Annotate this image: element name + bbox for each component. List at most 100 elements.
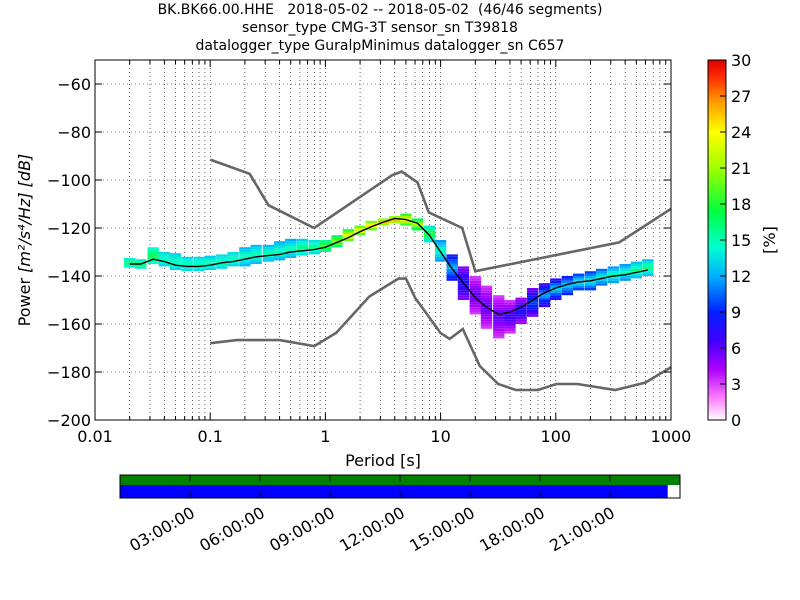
histogram-cell <box>216 259 228 262</box>
histogram-cell <box>480 300 493 303</box>
histogram-cell <box>607 278 620 281</box>
histogram-cell <box>285 246 297 249</box>
histogram-cell <box>365 220 377 224</box>
histogram-cell <box>595 268 608 272</box>
histogram-cell <box>469 290 481 293</box>
histogram-cell <box>193 264 205 267</box>
histogram-cell <box>469 312 481 315</box>
histogram-cell <box>493 321 505 324</box>
histogram-cell <box>365 223 377 226</box>
histogram-cell <box>504 309 516 312</box>
histogram-cell <box>446 259 458 262</box>
x-tick-label: 0.1 <box>197 427 222 446</box>
histogram-cell <box>423 232 436 236</box>
histogram-cell <box>331 237 343 240</box>
histogram-cell <box>181 266 193 269</box>
histogram-cell <box>480 324 493 327</box>
y-tick-label: −80 <box>57 123 91 142</box>
histogram-cell <box>515 321 527 324</box>
histogram-cell <box>573 283 585 286</box>
histogram-cell <box>550 295 562 298</box>
histogram-cell <box>193 266 205 269</box>
histogram-cell <box>561 288 574 291</box>
histogram-cell <box>469 285 481 288</box>
histogram-cell <box>423 237 436 240</box>
histogram-cell <box>480 312 493 315</box>
histogram-cell <box>273 246 286 249</box>
histogram-cell <box>493 316 505 320</box>
histogram-cell <box>434 254 447 257</box>
colorbar-label: [%] <box>760 226 779 254</box>
histogram-cell <box>204 260 216 263</box>
chart-title-line-2: sensor_type CMG-3T sensor_sn T39818 <box>242 20 518 36</box>
histogram-cell <box>527 312 539 315</box>
histogram-cell <box>446 256 458 260</box>
curve-layer <box>129 158 671 392</box>
histogram-cell <box>619 278 631 281</box>
histogram-cell <box>434 259 447 262</box>
histogram-cell <box>193 261 205 264</box>
histogram-cell <box>227 252 239 255</box>
coverage-tick-label: 18:00:00 <box>476 503 548 555</box>
histogram-cell <box>515 304 527 308</box>
histogram-cell <box>642 259 654 262</box>
histogram-cell <box>319 244 332 248</box>
histogram-cell <box>642 271 654 274</box>
y-axis-label-prefix: Power <box>15 278 34 327</box>
histogram-cell <box>262 252 275 255</box>
histogram-cell <box>331 242 343 245</box>
histogram-cell <box>469 309 481 312</box>
colorbar-tick-label: 18 <box>731 195 751 214</box>
histogram-cell <box>169 258 182 261</box>
plot-frame <box>94 59 672 421</box>
histogram-cell <box>239 254 251 257</box>
histogram-cell <box>550 278 562 281</box>
high-noise-model-line <box>209 158 671 273</box>
coverage-tick-label: 09:00:00 <box>266 503 338 555</box>
histogram-cell <box>573 273 585 276</box>
histogram-cell <box>480 321 493 324</box>
y-axis-label: Power [m²/s⁴/Hz] [dB] <box>15 154 34 327</box>
histogram-cell <box>308 244 320 248</box>
histogram-cell <box>446 254 458 257</box>
histogram-cell <box>204 265 216 268</box>
histogram-cell <box>273 243 286 246</box>
histogram-cell <box>169 255 182 258</box>
histogram-cell <box>493 300 505 303</box>
histogram-cell <box>515 319 527 322</box>
histogram-cell <box>527 290 539 293</box>
histogram-cell <box>273 241 286 244</box>
histogram-cell <box>389 220 401 224</box>
histogram-cell <box>642 266 654 269</box>
y-axis-ticks: −200 −180 −160 −140 −120 −100 −80 −60 <box>47 75 671 430</box>
coverage-tick-label: 12:00:00 <box>336 503 408 555</box>
psd-histogram <box>124 213 654 339</box>
histogram-cell <box>515 302 527 305</box>
histogram-cell <box>538 290 551 293</box>
y-tick-label: −120 <box>47 219 91 238</box>
histogram-cell <box>469 302 481 305</box>
histogram-cell <box>411 225 424 228</box>
y-tick-label: −60 <box>57 75 91 94</box>
histogram-cell <box>573 285 585 288</box>
histogram-cell <box>239 264 251 267</box>
x-tick-label: 10 <box>430 427 450 446</box>
histogram-cell <box>147 261 159 264</box>
histogram-cell <box>469 278 481 281</box>
histogram-cell <box>446 268 458 272</box>
histogram-cell <box>595 280 608 284</box>
histogram-cell <box>607 266 620 269</box>
histogram-cell <box>573 278 585 281</box>
histogram-cell <box>250 244 262 248</box>
histogram-cell <box>377 218 390 221</box>
histogram-cell <box>457 276 470 279</box>
histogram-cell <box>480 290 493 293</box>
histogram-cell <box>538 292 551 296</box>
histogram-cell <box>147 256 159 260</box>
histogram-cell <box>342 229 354 232</box>
histogram-cell <box>527 304 539 308</box>
histogram-cell <box>400 223 412 226</box>
histogram-cell <box>504 307 516 310</box>
histogram-cell <box>493 297 505 300</box>
histogram-cell <box>493 312 505 315</box>
